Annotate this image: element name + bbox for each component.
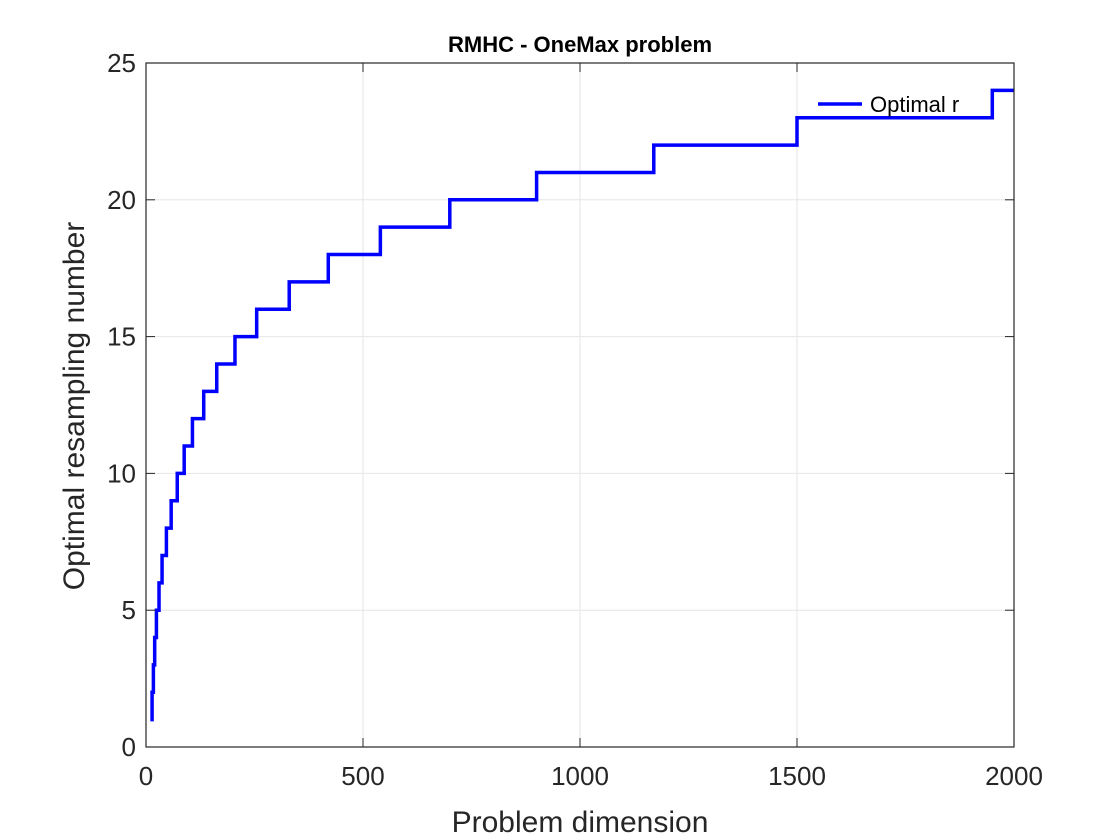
legend: Optimal r [818,92,959,117]
y-tick-label: 15 [107,322,136,352]
x-tick-label: 1000 [551,761,609,791]
axes [145,62,1015,748]
x-tick-label: 0 [139,761,153,791]
x-tick-label: 2000 [985,761,1043,791]
x-tick-label: 1500 [768,761,826,791]
y-tick-label: 0 [122,732,136,762]
y-tick-label: 10 [107,458,136,488]
legend-label-optimal-r: Optimal r [870,92,959,117]
y-tick-label: 25 [107,48,136,78]
x-axis-label: Problem dimension [452,806,709,839]
series-line-optimal-r [150,88,1014,722]
y-axis-label: Optimal resampling number [58,222,91,590]
x-tick-label: 500 [341,761,384,791]
y-tick-label: 20 [107,185,136,215]
tick-labels: 0 500 1000 1500 2000 0 5 10 15 20 25 [107,48,1043,791]
y-tick-label: 5 [122,595,136,625]
series-layer [150,88,1014,722]
chart-title: RMHC - OneMax problem [448,32,712,57]
